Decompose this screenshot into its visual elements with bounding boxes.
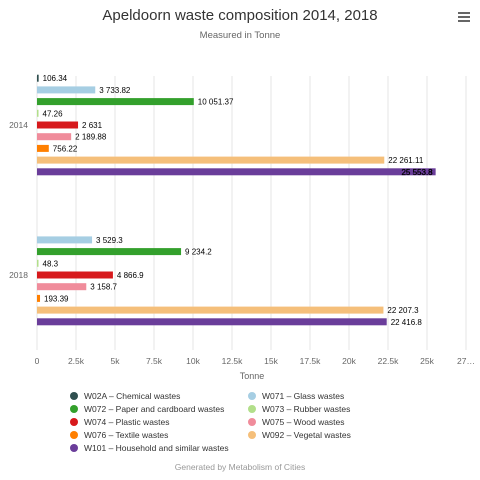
legend-item[interactable]: W072 – Paper and cardboard wastes: [70, 404, 224, 414]
chart-title: Apeldoorn waste composition 2014, 2018: [102, 7, 377, 24]
legend-label: W072 – Paper and cardboard wastes: [84, 404, 224, 414]
legend-label: W071 – Glass wastes: [262, 391, 344, 401]
x-tick-label: 5k: [111, 356, 121, 366]
x-tick-label: 25k: [420, 356, 434, 366]
bar[interactable]: [37, 168, 436, 176]
data-label: 106.34: [43, 74, 68, 83]
data-label: 10 051.37: [198, 98, 234, 107]
legend-label: W02A – Chemical wastes: [84, 391, 180, 401]
credit-text: Generated by Metabolism of Cities: [175, 462, 305, 472]
bar[interactable]: [37, 144, 49, 152]
legend: W02A – Chemical wastes W071 – Glass waste…: [70, 391, 351, 453]
x-tick-label: 27…: [457, 356, 475, 366]
data-label: 48.3: [43, 259, 59, 268]
data-label: 4 866.9: [117, 271, 144, 280]
data-label: 3 733.82: [99, 86, 131, 95]
bar[interactable]: [37, 259, 39, 267]
bar[interactable]: [37, 98, 194, 106]
data-label: 22 207.3: [387, 306, 419, 315]
bar[interactable]: [37, 306, 384, 314]
x-axis-title: Tonne: [240, 371, 265, 381]
bar[interactable]: [37, 294, 41, 302]
category-label: 2018: [9, 270, 28, 280]
legend-label: W073 – Rubber wastes: [262, 404, 350, 414]
bar[interactable]: [37, 109, 39, 117]
legend-item[interactable]: W076 – Textile wastes: [70, 430, 168, 440]
category-label: 2014: [9, 120, 28, 130]
data-label: 756.22: [53, 144, 78, 153]
chart-subtitle: Measured in Tonne: [200, 30, 281, 41]
data-label: 3 158.7: [90, 283, 117, 292]
bar[interactable]: [37, 283, 87, 291]
legend-item[interactable]: W073 – Rubber wastes: [248, 404, 350, 414]
x-tick-label: 0: [35, 356, 40, 366]
legend-label: W092 – Vegetal wastes: [262, 430, 351, 440]
bar[interactable]: [37, 236, 93, 244]
x-tick-label: 10k: [186, 356, 200, 366]
legend-item[interactable]: W075 – Wood wastes: [248, 417, 345, 427]
data-label: 2 189.88: [75, 133, 107, 142]
legend-symbol: [248, 405, 256, 413]
legend-symbol: [248, 418, 256, 426]
legend-symbol: [70, 444, 78, 452]
legend-label: W076 – Textile wastes: [84, 430, 168, 440]
hamburger-menu-icon[interactable]: [456, 10, 472, 24]
data-label: 2 631: [82, 121, 103, 130]
bar[interactable]: [37, 318, 387, 326]
x-tick-label: 22.5k: [378, 356, 400, 366]
bar[interactable]: [37, 156, 385, 164]
bar[interactable]: [37, 248, 182, 256]
legend-item[interactable]: W101 – Household and similar wastes: [70, 443, 229, 453]
bar[interactable]: [37, 121, 79, 129]
legend-symbol: [70, 418, 78, 426]
legend-item[interactable]: W074 – Plastic wastes: [70, 417, 170, 427]
legend-symbol: [70, 405, 78, 413]
x-tick-label: 17.5k: [300, 356, 322, 366]
data-label: 25 553.8: [401, 168, 433, 177]
legend-label: W075 – Wood wastes: [262, 417, 345, 427]
x-tick-label: 12.5k: [222, 356, 244, 366]
legend-item[interactable]: W092 – Vegetal wastes: [248, 430, 351, 440]
data-label: 193.39: [44, 294, 69, 303]
bar[interactable]: [37, 271, 113, 279]
legend-symbol: [70, 431, 78, 439]
data-label: 9 234.2: [185, 248, 212, 257]
x-tick-label: 20k: [342, 356, 356, 366]
legend-item[interactable]: W02A – Chemical wastes: [70, 391, 180, 401]
bar[interactable]: [37, 74, 39, 82]
legend-symbol: [248, 392, 256, 400]
legend-label: W074 – Plastic wastes: [84, 417, 170, 427]
bar[interactable]: [37, 86, 96, 94]
x-tick-label: 2.5k: [68, 356, 85, 366]
bar[interactable]: [37, 133, 72, 141]
data-label: 3 529.3: [96, 236, 123, 245]
data-label: 22 261.11: [388, 156, 424, 165]
x-axis-ticks: 0 2.5k 5k 7.5k 10k 12.5k 15k 17.5k 20k 22.5k 25k 27…: [35, 356, 475, 366]
data-label: 47.26: [43, 109, 64, 118]
legend-symbol: [70, 392, 78, 400]
data-label: 22 416.8: [391, 318, 423, 327]
bars-group: 106.34 3 733.82 10 051.37 47.26 2 631 2 189.8…: [37, 74, 436, 327]
legend-label: W101 – Household and similar wastes: [84, 443, 229, 453]
x-tick-label: 15k: [264, 356, 278, 366]
legend-symbol: [248, 431, 256, 439]
x-tick-label: 7.5k: [146, 356, 163, 366]
legend-item[interactable]: W071 – Glass wastes: [248, 391, 344, 401]
category-labels: 2014 2018: [9, 120, 28, 280]
